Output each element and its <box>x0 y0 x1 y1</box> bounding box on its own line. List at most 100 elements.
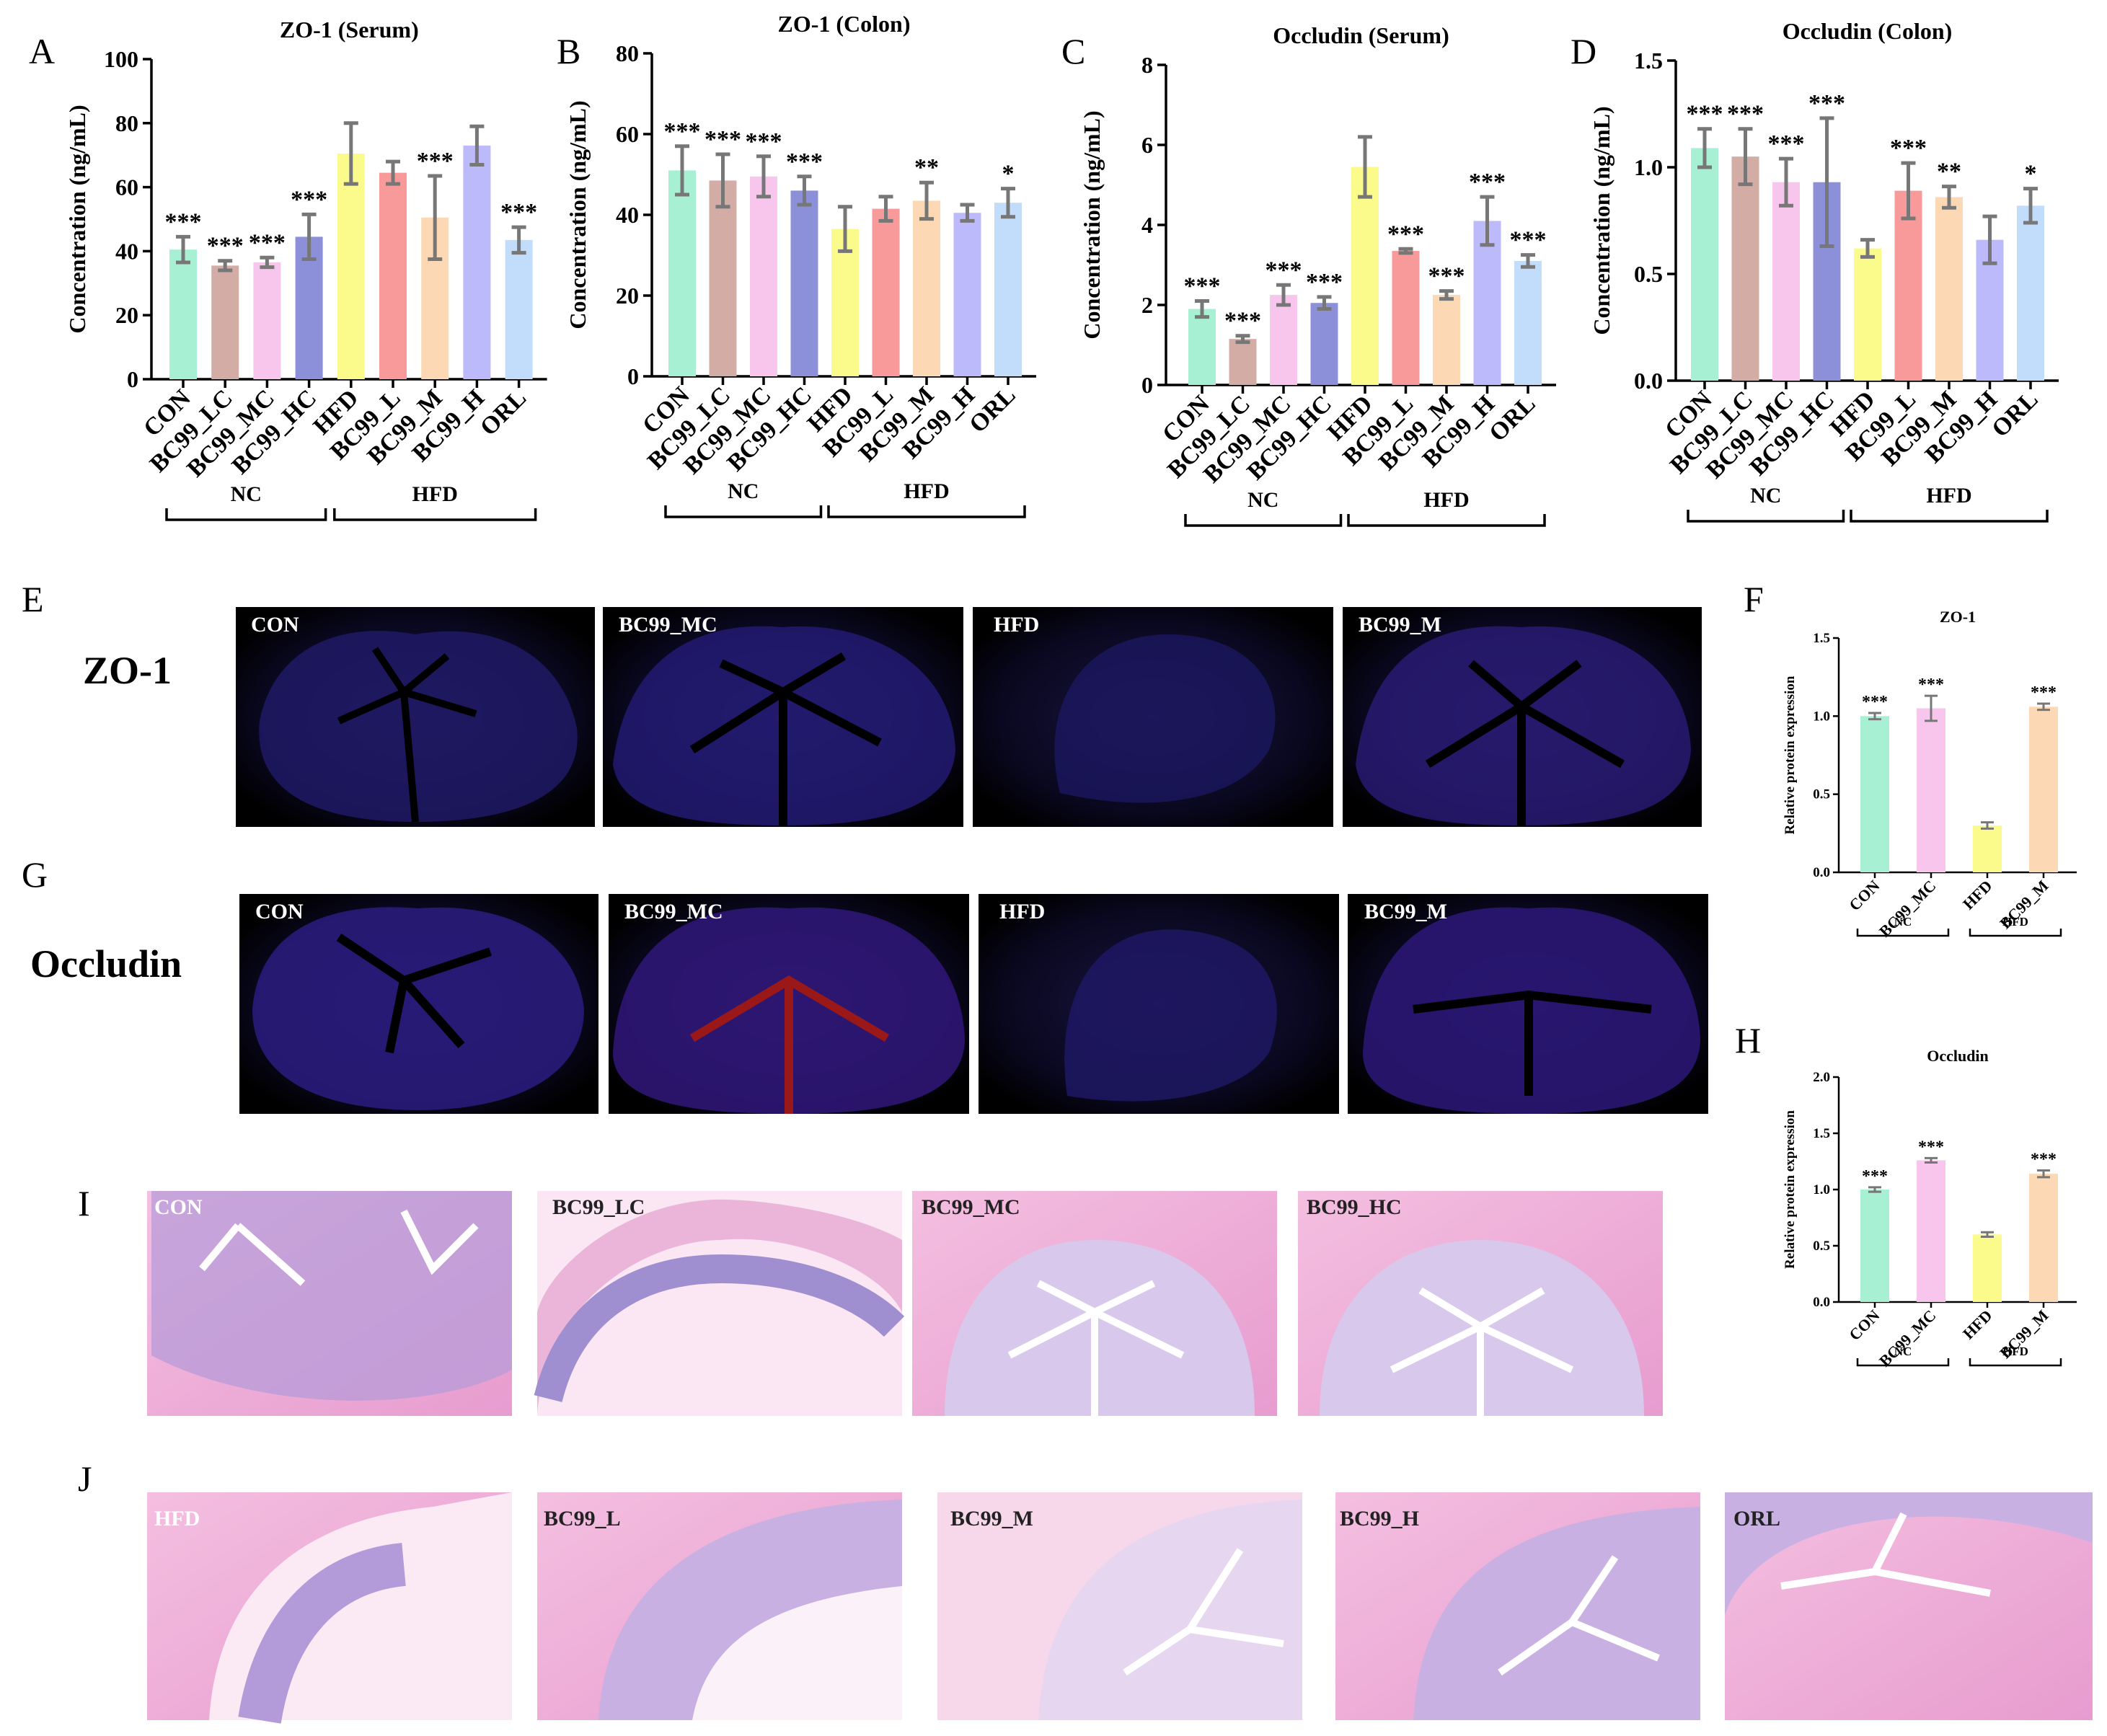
bar <box>1514 260 1542 385</box>
panel-letter-f: F <box>1744 579 1764 619</box>
y-tick-label: 0.5 <box>1813 1239 1830 1254</box>
he-image-label: BC99_LC <box>552 1195 645 1219</box>
significance-label: *** <box>1727 101 1764 128</box>
he-image-label: HFD <box>154 1507 200 1531</box>
group-bracket <box>165 508 327 521</box>
chart-c: 0 2 4 6 8 Occludin (Serum) Concentration (ng/m… <box>1079 22 1556 527</box>
significance-label: *** <box>704 126 741 153</box>
bar <box>1973 825 2002 872</box>
he-image-label: BC99_HC <box>1307 1195 1402 1219</box>
group-label: NC <box>1247 488 1278 512</box>
he-image-label: ORL <box>1733 1507 1780 1531</box>
he-image-bc99-lc: BC99_LC <box>534 1191 905 1416</box>
he-image-bc99-m: BC99_M <box>937 1492 1302 1720</box>
panel-letter-b: B <box>557 31 580 71</box>
y-tick-label: 2 <box>1141 292 1153 318</box>
significance-label: *** <box>1687 101 1723 128</box>
bar <box>1731 156 1759 381</box>
chart-b: 0 20 40 60 80 ZO-1 (Colon) Concentration (ng/m… <box>565 11 1036 518</box>
if-image-label: BC99_M <box>1359 613 1441 637</box>
if-image-label: HFD <box>999 900 1045 924</box>
group-label: HFD <box>904 479 949 503</box>
bar <box>913 200 940 376</box>
y-tick-label: 1.0 <box>1813 709 1830 724</box>
y-tick-label: 1.5 <box>1813 631 1830 646</box>
significance-label: *** <box>1510 227 1547 254</box>
bar <box>1917 1160 1945 1302</box>
group-bracket <box>1687 510 1845 523</box>
if-image-label: BC99_MC <box>619 613 717 637</box>
category-label: BC99_MC <box>1876 877 1940 941</box>
bar <box>1973 1234 2002 1302</box>
significance-label: ** <box>914 154 939 181</box>
chart-f: 0.0 0.5 1.0 1.5 ZO-1 Relative protein express… <box>1783 608 2077 940</box>
he-image-label: BC99_M <box>950 1507 1033 1531</box>
y-tick-label: 60 <box>115 174 138 200</box>
y-tick-label: 0.0 <box>1634 368 1663 394</box>
y-tick-label: 80 <box>616 40 639 66</box>
category-label: CON <box>1845 877 1883 914</box>
he-image-hfd: HFD <box>147 1492 512 1724</box>
bar <box>463 145 491 379</box>
if-image-occludin-bc99-mc: BC99_MC <box>609 894 969 1114</box>
significance-label: *** <box>1387 221 1424 247</box>
group-label: NC <box>728 479 759 503</box>
chart-h: 0.0 0.5 1.0 1.5 2.0 Occludin Relative protein … <box>1783 1047 2077 1370</box>
y-tick-label: 0 <box>1141 372 1153 398</box>
chart-title: Occludin <box>1927 1047 1989 1065</box>
significance-label: *** <box>291 186 327 213</box>
if-image-label: BC99_MC <box>624 900 723 924</box>
y-tick-label: 6 <box>1141 132 1153 158</box>
if-image-zo1-con: CON <box>236 607 595 827</box>
if-image-occludin-hfd: HFD <box>979 894 1339 1114</box>
bar <box>790 190 818 376</box>
panel-letter-a: A <box>29 31 55 71</box>
panel-letter-c: C <box>1061 31 1085 71</box>
significance-label: *** <box>1862 1167 1888 1186</box>
if-image-zo1-bc99-mc: BC99_MC <box>603 607 963 827</box>
significance-label: *** <box>500 199 537 226</box>
bar <box>1351 167 1379 385</box>
panel-letter-j: J <box>78 1458 92 1499</box>
chart-title: Occludin (Colon) <box>1783 18 1953 44</box>
chart-title: ZO-1 (Serum) <box>280 17 419 43</box>
bar <box>169 249 197 379</box>
significance-label: *** <box>1768 130 1805 157</box>
if-image-label: CON <box>251 613 299 637</box>
group-label: NC <box>231 482 262 506</box>
he-row-i: CON BC99_LC BC99_MC BC99_HC <box>147 1191 1663 1416</box>
bar <box>831 229 859 376</box>
he-image-bc99-mc: BC99_MC <box>912 1191 1277 1416</box>
panel-letter-g: G <box>22 854 48 895</box>
group-label: HFD <box>1926 484 1971 508</box>
panel-letter-d: D <box>1571 31 1596 71</box>
bar <box>750 176 777 377</box>
panel-letter-h: H <box>1735 1020 1761 1060</box>
bar <box>1894 190 1922 381</box>
bar <box>2017 205 2044 381</box>
bar <box>1188 309 1216 385</box>
y-tick-label: 20 <box>616 283 639 309</box>
bar <box>379 172 407 379</box>
bar <box>1270 295 1297 385</box>
he-image-label: CON <box>154 1195 203 1219</box>
y-tick-label: 0 <box>627 363 639 389</box>
if-image-label: BC99_M <box>1364 900 1447 924</box>
y-tick-label: 0.0 <box>1813 1295 1830 1310</box>
y-tick-label: 2.0 <box>1813 1070 1830 1085</box>
category-label: BC99_MC <box>1876 1306 1940 1370</box>
bar <box>1860 1190 1889 1302</box>
if-image-label: CON <box>255 900 304 924</box>
chart-title: ZO-1 (Colon) <box>778 11 911 37</box>
y-tick-label: 1.0 <box>1813 1182 1830 1197</box>
y-tick-label: 1.5 <box>1634 48 1663 74</box>
bar <box>1229 339 1257 385</box>
he-image-label: BC99_MC <box>922 1195 1020 1219</box>
group-label: HFD <box>412 482 458 506</box>
category-label: CON <box>1845 1306 1883 1344</box>
group-bracket <box>1347 514 1546 527</box>
significance-label: *** <box>1918 676 1944 694</box>
y-tick-label: 1.5 <box>1813 1126 1830 1141</box>
significance-label: * <box>2025 161 2037 187</box>
if-image-zo1-hfd: HFD <box>973 607 1333 827</box>
